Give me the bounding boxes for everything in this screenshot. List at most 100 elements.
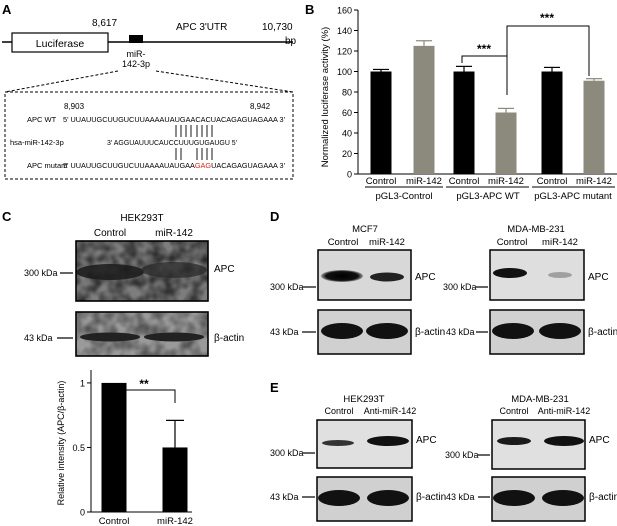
y-tick-label: 0: [80, 508, 85, 518]
bar: [495, 112, 517, 174]
zoom-line-left: [4, 70, 119, 93]
e-right-apc-blot: [491, 419, 586, 470]
c-band-bot-label: β-actin: [214, 333, 244, 344]
bar: [583, 80, 605, 174]
panel-letter-b: B: [305, 2, 314, 17]
e-left-apc-band-anti: [367, 436, 409, 446]
chart-c-ylabel: Relative intensity (APC/β-actin): [56, 381, 66, 506]
d-left-band-bot: β-actin: [415, 327, 445, 338]
d-right-kda-top: 300 kDa: [443, 282, 477, 292]
d-right-band-bot: β-actin: [588, 327, 617, 338]
y-tick-label: 40: [342, 129, 352, 139]
sig-wt-label: ***: [477, 42, 491, 56]
bar: [413, 45, 435, 174]
wt-label: APC WT: [27, 115, 57, 124]
e-right-lane-2: Anti-miR-142: [538, 406, 591, 416]
panel-letter-e: E: [270, 380, 279, 395]
c-kda-bot: 43 kDa: [24, 333, 53, 343]
chart-b-group-labels: pGL3-Control pGL3-APC WT pGL3-APC mutant: [365, 186, 615, 202]
d-left-apc-band-control: [321, 270, 363, 282]
x-tick-label: Control: [366, 176, 397, 187]
e-right-actin-band-control: [493, 490, 535, 506]
e-cell-right: MDA-MB-231: [511, 394, 569, 405]
luciferase-box: [11, 32, 109, 53]
e-right-apc-band-control: [497, 437, 531, 445]
y-tick-label: 20: [342, 149, 352, 159]
x-tick-label: miR-142: [488, 176, 524, 187]
e-left-apc-blot: [316, 419, 413, 469]
e-left-actin-blot: [316, 476, 413, 522]
mir-site-label-1: miR-: [127, 49, 146, 59]
mut-sequence: 5' UUAUUGCUUGUCUUAAAAUAUGAAGAGUACAGAGUAG…: [63, 161, 286, 170]
d-left-lane-2: miR-142: [369, 237, 405, 248]
sig-mut-label: ***: [540, 11, 554, 25]
panel-a: A 8,617 APC 3'UTR 10,730 bp Luciferase m…: [2, 2, 297, 180]
mut-seq-b: UACAGAGUAGAAA 3': [211, 161, 285, 170]
e-right-kda-bot: 43 kDa: [446, 492, 475, 502]
d-left-band-top: APC: [415, 272, 436, 283]
d-left-actin-band-mir: [366, 323, 408, 339]
mut-seq-a: 5' UUAUUGCUUGUCUUAAAAUAUGAA: [63, 161, 195, 170]
y-tick-label: 120: [337, 47, 352, 57]
panel-b: B Normalized luciferase activity (%) 0 20…: [305, 2, 617, 202]
bar: [101, 382, 127, 512]
y-tick-label: 60: [342, 108, 352, 118]
c-lane-1: Control: [94, 228, 126, 239]
coord-left: 8,903: [64, 102, 85, 111]
d-left-apc-band-mir: [370, 272, 404, 282]
e-left-kda-bot: 43 kDa: [270, 492, 299, 502]
d-right-lane-1: Control: [497, 237, 528, 248]
c-apc-blot: [75, 240, 209, 302]
c-kda-top: 300 kDa: [24, 268, 58, 278]
d-left-actin-blot: [317, 309, 412, 355]
e-right-lane-1: Control: [499, 406, 528, 416]
d-cell-right: MDA-MB-231: [507, 224, 565, 235]
significance-c: [113, 389, 176, 403]
pairing-lines-wt: [175, 125, 213, 137]
group-label-2: pGL3-APC WT: [456, 191, 520, 202]
c-lane-2: miR-142: [155, 228, 193, 239]
e-left-band-bot: β-actin: [416, 492, 446, 503]
d-right-lane-2: miR-142: [542, 237, 578, 248]
x-tick-label: miR-142: [157, 516, 193, 526]
d-left-kda-top: 300 kDa: [270, 282, 304, 292]
d-right-actin-blot: [489, 309, 585, 355]
d-right-apc-blot: [489, 249, 585, 301]
bar: [370, 71, 392, 174]
coord-right: 8,942: [250, 102, 271, 111]
bar: [541, 71, 563, 174]
mir-sequence: 3' AGGUAUUUCAUCCUUUGUGAUGU 5': [107, 138, 238, 147]
y-tick-label: 140: [337, 26, 352, 36]
e-left-actin-band-anti: [367, 490, 409, 506]
x-tick-label: miR-142: [576, 176, 612, 187]
e-right-apc-band-anti: [544, 436, 584, 446]
d-right-actin-band-mir: [539, 323, 581, 339]
y-tick-label: 160: [337, 6, 352, 16]
x-tick-label: Control: [99, 516, 130, 526]
e-left-lane-2: Anti-miR-142: [364, 406, 417, 416]
panel-e: E HEK293T MDA-MB-231 Control Anti-miR-14…: [270, 380, 617, 522]
d-right-kda-bot: 43 kDa: [446, 327, 475, 337]
chart-b-ylabel: Normalized luciferase activity (%): [320, 27, 331, 167]
c-actin-band-mir: [144, 332, 204, 342]
pos-end: 10,730: [262, 22, 293, 33]
panel-letter-a: A: [2, 2, 12, 17]
chart-b-plot: 0 20 40 60 80 100 120 140 160 Control miR-142 Contr…: [337, 6, 612, 188]
y-tick-label: 1: [80, 378, 85, 388]
e-right-actin-blot: [491, 476, 586, 522]
y-tick-label: 0.5: [72, 443, 85, 453]
x-tick-label: miR-142: [406, 176, 442, 187]
e-left-actin-band-control: [318, 490, 360, 506]
d-left-apc-blot: [317, 249, 412, 301]
d-left-lane-1: Control: [328, 237, 359, 248]
d-right-apc-band-mir: [548, 272, 572, 278]
chart-c-plot: 0 0.5 1 Control miR-142: [72, 378, 192, 526]
luciferase-label: Luciferase: [36, 38, 85, 50]
mir-site-box: [129, 35, 143, 43]
c-apc-band-control: [76, 264, 144, 280]
e-left-apc-band-control: [322, 440, 354, 446]
pos-start: 8,617: [92, 18, 117, 29]
sequence-box: [4, 91, 294, 180]
d-right-apc-band-control: [493, 268, 527, 278]
